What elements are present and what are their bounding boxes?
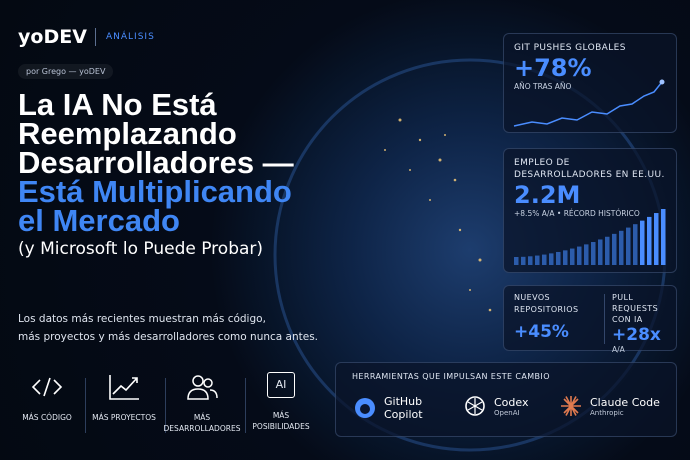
brand: yoDEV	[18, 26, 87, 48]
decor-bar	[542, 254, 547, 265]
decor-bar	[591, 242, 596, 265]
decor-bar	[633, 224, 638, 265]
decor-bar	[626, 227, 631, 265]
feature-label: POSIBILIDADES	[252, 422, 310, 431]
feature: MÁS DESARROLLADORES	[163, 372, 241, 434]
sparkline	[513, 79, 665, 127]
decor-bar	[654, 213, 659, 265]
headline-line: Reemplazando	[18, 116, 237, 151]
decor-bar	[598, 239, 603, 265]
tool-name: Claude Code	[590, 395, 660, 409]
tool-name: Codex	[494, 395, 529, 409]
stat-card: EMPLEO DE DESARROLLADORES EN EE.UU. 2.2M…	[503, 148, 677, 273]
feature-label: MÁS	[272, 411, 290, 420]
stat-card: GIT PUSHES GLOBALES +78% AÑO TRAS AÑO	[503, 33, 677, 133]
description-line: más proyectos y más desarrolladores como…	[18, 331, 319, 343]
decor-bar	[640, 220, 645, 265]
divider	[165, 378, 166, 433]
decor-bar	[619, 230, 624, 265]
decor-bar	[535, 255, 540, 265]
divider	[245, 378, 246, 433]
headline-highlight: el Mercado	[18, 203, 180, 238]
stat-value: +28x	[612, 325, 661, 345]
decor-bar	[612, 233, 617, 265]
bar-decoration	[514, 209, 666, 265]
tool-vendor: OpenAI	[494, 408, 520, 417]
description-line: Los datos más recientes muestran más cód…	[18, 313, 266, 325]
tools-card: HERRAMIENTAS QUE IMPULSAN ESTE CAMBIO Gi…	[335, 362, 677, 437]
stat-caption: +8.5% A/A • RÉCORD HISTÓRICO	[514, 209, 640, 218]
decor-bar	[584, 244, 589, 265]
decor-bar	[521, 256, 526, 265]
headline-highlight: Está Multiplicando	[18, 174, 292, 209]
claude-icon	[561, 396, 581, 416]
stat-block: PULL REQUESTS CON IA +28x A/A	[612, 292, 674, 354]
stat-caption: A/A	[612, 345, 625, 354]
openai-icon	[465, 396, 485, 416]
headline: La IA No Está Reemplazando Desarrollador…	[18, 87, 294, 259]
tool: Codex OpenAI	[464, 395, 528, 417]
stat-value: +78%	[514, 54, 592, 82]
headline-line: Desarrolladores —	[18, 145, 294, 180]
feature: AI MÁS POSIBILIDADES	[242, 372, 320, 432]
decor-bar	[563, 250, 568, 265]
decor-bar	[514, 257, 519, 265]
feature-label: MÁS	[193, 413, 211, 422]
description: Los datos más recientes muestran más cód…	[18, 310, 318, 346]
code-icon	[31, 377, 63, 397]
stat-title: NUEVOS REPOSITORIOS	[514, 293, 579, 314]
tool-name: Copilot	[384, 408, 423, 421]
tool-vendor: Anthropic	[590, 408, 624, 417]
decor-bar	[556, 251, 561, 265]
github-icon	[355, 398, 375, 418]
divider	[85, 378, 86, 433]
decor-bar	[528, 256, 533, 265]
decor-bar	[549, 253, 554, 265]
people-icon	[187, 375, 218, 400]
stat-value: +45%	[514, 322, 569, 342]
decor-bar	[647, 216, 652, 265]
ai-icon: AI	[267, 372, 295, 398]
tool: Claude Code Anthropic	[560, 395, 660, 417]
subtitle: (y Microsoft lo Puede Probar)	[18, 239, 264, 259]
decor-bar	[577, 246, 582, 265]
decor-bar	[605, 236, 610, 265]
divider	[604, 294, 605, 344]
stat-block: NUEVOS REPOSITORIOS +45%	[514, 292, 604, 342]
feature-label: MÁS CÓDIGO	[22, 413, 72, 422]
chart-icon	[109, 375, 139, 400]
decor-bar	[661, 209, 666, 265]
feature-label: DESARROLLADORES	[163, 424, 241, 433]
tool-name: GitHub	[384, 395, 423, 408]
tool: GitHub Copilot	[354, 395, 423, 421]
stat-card: NUEVOS REPOSITORIOS +45% PULL REQUESTS C…	[503, 285, 677, 354]
section: ANÁLISIS	[106, 32, 155, 42]
stat-title: GIT PUSHES GLOBALES	[514, 43, 626, 53]
tools-title: HERRAMIENTAS QUE IMPULSAN ESTE CAMBIO	[352, 372, 550, 381]
feature: MÁS PROYECTOS	[85, 372, 163, 423]
byline: por Grego — yoDEV	[18, 64, 114, 79]
feature-label: MÁS PROYECTOS	[92, 413, 156, 422]
stat-title: PULL REQUESTS CON IA	[612, 293, 659, 324]
separator	[95, 28, 96, 46]
stat-value: 2.2M	[514, 181, 581, 209]
decor-bar	[570, 248, 575, 265]
feature: MÁS CÓDIGO	[8, 372, 86, 423]
stat-title: EMPLEO DE DESARROLLADORES EN EE.UU.	[514, 158, 665, 180]
headline-line: La IA No Está	[18, 87, 217, 122]
stat-caption: AÑO TRAS AÑO	[514, 82, 572, 91]
